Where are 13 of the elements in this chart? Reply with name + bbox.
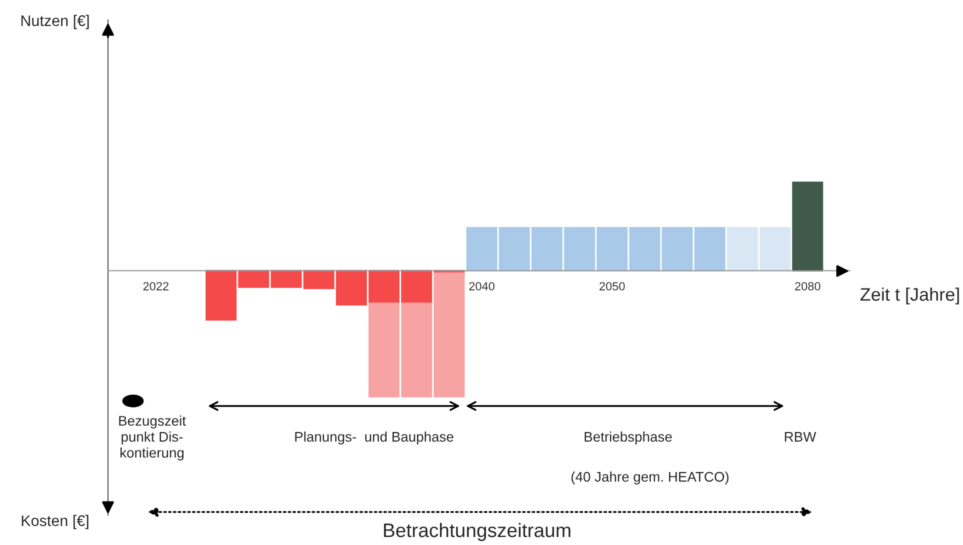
x-tick-label: 2050: [600, 282, 625, 290]
text: Nutzen [€]: [21, 14, 89, 30]
x-tick-label: 2080: [795, 282, 820, 290]
x-tick-label: 2040: [469, 282, 494, 290]
x-axis-title: Zeit t [Jahre]: [860, 288, 959, 304]
text: (40 Jahre gem. HEATCO): [571, 472, 729, 484]
text: Betriebsphase: [584, 432, 672, 444]
text: Bezugszeit punkt Dis- kontierung: [119, 416, 186, 460]
text: Kosten [€]: [22, 514, 88, 530]
text: Planungs- und Bauphase: [295, 432, 454, 444]
x-tick-label: 2022: [143, 282, 168, 290]
text: RBW: [784, 432, 816, 442]
text: Betrachtungszeitraum: [384, 522, 570, 542]
